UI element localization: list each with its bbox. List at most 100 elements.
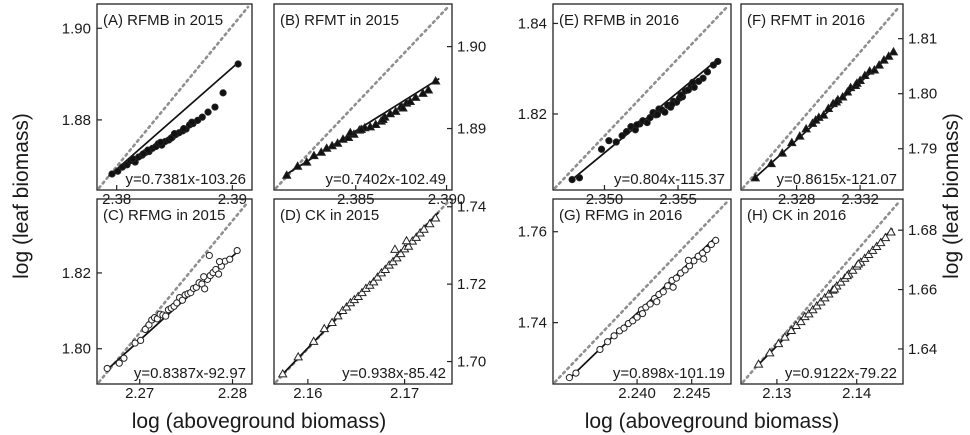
panel-e-point: [661, 108, 669, 116]
panel-c-x-tick-label: 2.27: [125, 385, 154, 402]
panel-a-point: [144, 146, 152, 154]
panel-a-point: [198, 113, 206, 121]
panel-h-y-tick-label: 1.66: [908, 282, 937, 299]
y-axis-label-right: log (leaf biomass): [940, 113, 963, 279]
panel-a-point: [188, 118, 196, 126]
panel-d-point: [401, 235, 412, 245]
panel-d-point: [368, 276, 379, 286]
panel-c-x-tick-label: 2.28: [218, 385, 247, 402]
panel-d-point: [390, 244, 400, 253]
y-axis-label-left: log (leaf biomass): [10, 113, 33, 279]
panel-h-point: [863, 249, 874, 259]
panel-f-point: [831, 96, 842, 106]
panel-b-one-to-one-line: [274, 5, 450, 190]
panel-c-title: (C) RFMG in 2015: [103, 207, 226, 224]
panel-g-equation: y=0.898x-101.19: [613, 365, 725, 382]
panel-d-point: [372, 272, 383, 281]
panel-f-title: (F) RFMT in 2016: [747, 12, 865, 29]
panel-d-point: [308, 336, 319, 345]
panel-d-point: [319, 323, 330, 333]
panel-e-point: [633, 121, 641, 129]
panel-e-frame: [552, 3, 732, 191]
panel-f-y-tick-label: 1.79: [908, 141, 937, 158]
panel-h-point: [875, 237, 886, 247]
panel-h: 2.13 2.14 1.64 1.66 1.68 (H) CK in 2016 y=0.91…: [740, 198, 937, 402]
panel-d-point: [424, 218, 435, 228]
panel-d-y-tick-label: 1.74: [457, 199, 486, 216]
panel-e-point: [568, 175, 576, 184]
panel-b-point: [345, 127, 356, 137]
panel-g-point: [659, 288, 667, 296]
panel-h-point: [847, 265, 858, 274]
panel-h-point: [815, 297, 826, 306]
panel-b-point: [390, 106, 401, 115]
panel-g-title: (G) RFMG in 2016: [559, 207, 682, 224]
panel-c-equation: y=0.8387x-92.97: [134, 365, 246, 382]
panel-f-one-to-one-line: [741, 5, 901, 190]
panel-e-y-tick-label: 1.84: [518, 15, 547, 32]
panel-g-y-tick-label: 1.76: [518, 224, 547, 241]
panel-c-point: [200, 273, 208, 281]
panel-c-point: [233, 246, 241, 255]
panel-d-title: (D) CK in 2015: [280, 207, 379, 224]
panel-a-y-tick-label: 1.90: [62, 20, 91, 37]
panel-e-point: [575, 174, 584, 182]
panel-f-point: [777, 148, 788, 157]
panel-g-point: [604, 338, 612, 346]
panel-g-point: [620, 324, 628, 332]
panel-c: 2.27 2.28 1.80 1.82 (C) RFMG in 2015 y=0.8387…: [62, 198, 253, 402]
panel-f-point: [874, 60, 885, 69]
panel-g-point: [653, 298, 661, 306]
panel-d-x-tick-label: 2.17: [390, 385, 419, 402]
panel-c-point: [103, 364, 111, 373]
panel-b-point: [356, 124, 367, 133]
panel-a: 2.38 2.391.881.90 (A) RFMB in 2015y=0.7381…: [62, 3, 253, 208]
panel-h-one-to-one-line: [741, 200, 901, 384]
panel-f-point: [869, 65, 880, 74]
panel-e-point: [668, 100, 676, 108]
panel-b-point: [398, 103, 408, 112]
panel-c-y-tick-label: 1.82: [62, 265, 91, 282]
panel-h-point: [842, 270, 852, 280]
panel-e-point: [653, 110, 662, 119]
panel-f-point: [794, 131, 805, 140]
panel-d-point: [391, 252, 402, 262]
panel-g-point: [646, 300, 654, 308]
panel-e-equation: y=0.804x-115.37: [614, 171, 725, 188]
panel-b-point: [430, 76, 441, 85]
panel-d-point: [357, 287, 367, 297]
panel-c-point: [201, 285, 209, 293]
panel-a-point: [129, 155, 137, 163]
panel-a-point: [108, 170, 116, 178]
panel-d-point: [395, 248, 406, 258]
panel-f-point: [823, 103, 834, 113]
panel-g-point: [672, 274, 680, 282]
panel-h-point: [795, 316, 806, 326]
panel-g-point: [700, 255, 708, 263]
panel-e-point: [605, 137, 613, 145]
panel-f-point: [860, 70, 870, 80]
panel-e-point: [622, 128, 631, 136]
panel-g: 2.240 2.245 1.74 1.76 (G) RFMG in 2016 y=0.89…: [518, 198, 732, 402]
panel-g-point: [638, 309, 647, 318]
panel-g-point: [572, 369, 580, 377]
panel-h-equation: y=0.9122x-79.22: [785, 365, 897, 382]
panel-c-point: [162, 312, 170, 320]
panel-b-title: (B) RFMT in 2015: [280, 12, 399, 29]
panel-e-title: (E) RFMB in 2016: [559, 12, 679, 29]
panel-f-point: [786, 137, 797, 147]
panel-h-point: [853, 259, 864, 268]
panel-g-point: [633, 313, 641, 321]
panel-e-one-to-one-line: [553, 5, 729, 190]
panel-g-point: [707, 240, 715, 249]
panel-c-point: [131, 339, 139, 347]
panel-a-y-tick-label: 1.88: [62, 112, 91, 129]
panel-b-point: [281, 170, 292, 179]
panel-a-point: [180, 125, 188, 133]
panel-a-equation: y=0.7381x-103.26: [125, 171, 246, 188]
panel-b-point: [309, 150, 319, 160]
panel-g-frame: [552, 198, 732, 385]
panel-b-frame: [273, 3, 453, 191]
